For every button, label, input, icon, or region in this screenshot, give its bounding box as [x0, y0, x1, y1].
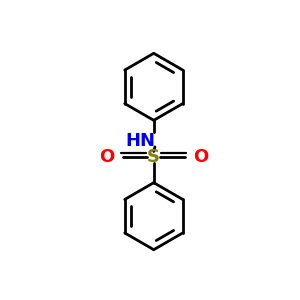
Text: O: O: [99, 148, 115, 166]
Text: O: O: [193, 148, 208, 166]
Text: HN: HN: [125, 132, 155, 150]
Text: S: S: [147, 148, 160, 166]
